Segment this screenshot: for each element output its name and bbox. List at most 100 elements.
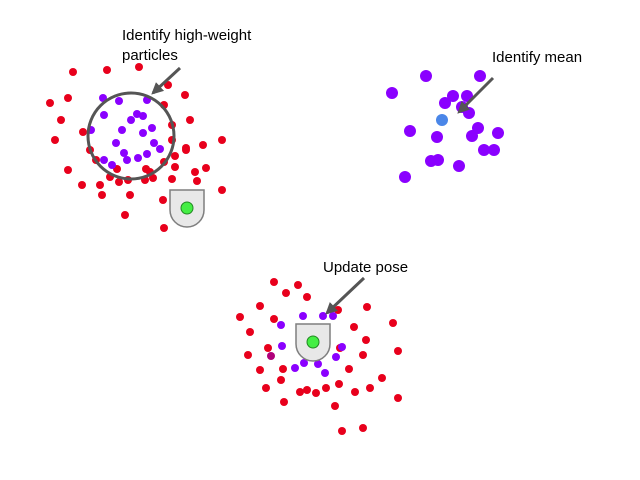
low-weight-particle xyxy=(270,278,278,286)
high-weight-particle xyxy=(139,129,147,137)
high-weight-particle xyxy=(447,90,459,102)
high-weight-particle xyxy=(386,87,398,99)
pointer-arrow xyxy=(151,66,182,95)
high-weight-particle xyxy=(432,154,444,166)
low-weight-particle xyxy=(246,328,254,336)
low-weight-particle xyxy=(280,398,288,406)
low-weight-particle xyxy=(389,319,397,327)
high-weight-particle xyxy=(277,321,285,329)
low-weight-particle xyxy=(218,136,226,144)
low-weight-particle xyxy=(362,336,370,344)
low-weight-particle xyxy=(338,427,346,435)
low-weight-particle xyxy=(394,394,402,402)
high-weight-particle xyxy=(420,70,432,82)
low-weight-particle xyxy=(57,116,65,124)
low-weight-particle xyxy=(331,402,339,410)
high-weight-particle xyxy=(332,353,340,361)
panel-identify-mean: Identify mean xyxy=(386,49,582,183)
low-weight-particle xyxy=(256,302,264,310)
high-weight-particle xyxy=(127,116,135,124)
high-weight-particle xyxy=(156,145,164,153)
low-weight-particle xyxy=(363,303,371,311)
panel-identify-particles: Identify high-weight particles xyxy=(46,27,252,232)
low-weight-particle xyxy=(103,66,111,74)
low-weight-particle xyxy=(46,99,54,107)
low-weight-particle xyxy=(64,166,72,174)
update-pose-label: Update pose xyxy=(323,259,408,276)
high-weight-particle xyxy=(321,369,329,377)
high-weight-particle xyxy=(404,125,416,137)
low-weight-particle xyxy=(322,384,330,392)
low-weight-particle xyxy=(264,344,272,352)
low-weight-particle xyxy=(69,68,77,76)
high-weight-particle xyxy=(314,360,322,368)
low-weight-particle xyxy=(350,323,358,331)
low-weight-particle xyxy=(359,424,367,432)
low-weight-particle xyxy=(199,141,207,149)
low-weight-particle xyxy=(282,289,290,297)
low-weight-particle xyxy=(171,163,179,171)
high-weight-particles xyxy=(87,94,164,169)
low-weight-particle xyxy=(270,315,278,323)
low-weight-particle xyxy=(121,211,129,219)
low-weight-particle xyxy=(296,388,304,396)
mid-weight-particle xyxy=(267,352,275,360)
low-weight-particle xyxy=(335,380,343,388)
low-weight-particle xyxy=(79,128,87,136)
pointer-arrow xyxy=(325,276,366,315)
panel-update-pose: Update pose xyxy=(236,259,408,435)
mean-marker xyxy=(436,114,448,126)
high-weight-particle xyxy=(115,97,123,105)
robot-icon xyxy=(295,323,331,362)
identify-particles-label-line2: particles xyxy=(122,47,178,64)
low-weight-particle xyxy=(159,196,167,204)
low-weight-particle xyxy=(366,384,374,392)
low-weight-particle xyxy=(236,313,244,321)
low-weight-particle xyxy=(394,347,402,355)
high-weight-particle xyxy=(300,359,308,367)
high-weight-particle xyxy=(118,126,126,134)
low-weight-particle xyxy=(218,186,226,194)
low-weight-particle xyxy=(303,293,311,301)
high-weight-particle xyxy=(100,111,108,119)
high-weight-particle xyxy=(291,364,299,372)
low-weight-particle xyxy=(182,146,190,154)
low-weight-particle xyxy=(186,116,194,124)
high-weight-particle xyxy=(108,161,116,169)
high-weight-particle xyxy=(143,150,151,158)
low-weight-particle xyxy=(171,152,179,160)
low-weight-particle xyxy=(312,389,320,397)
high-weight-particle xyxy=(453,160,465,172)
high-weight-particle xyxy=(139,112,147,120)
pointer-arrow xyxy=(457,76,495,114)
high-weight-particle xyxy=(150,139,158,147)
low-weight-particle xyxy=(191,168,199,176)
low-weight-particle xyxy=(256,366,264,374)
low-weight-particle xyxy=(126,191,134,199)
low-weight-particle xyxy=(277,376,285,384)
high-weight-particle xyxy=(123,156,131,164)
low-weight-particle xyxy=(193,177,201,185)
low-weight-particle xyxy=(168,175,176,183)
low-weight-particle xyxy=(303,386,311,394)
low-weight-particle xyxy=(351,388,359,396)
high-weight-particle xyxy=(488,144,500,156)
low-weight-particle xyxy=(294,281,302,289)
high-weight-particle xyxy=(278,342,286,350)
high-weight-particles xyxy=(386,70,504,183)
low-weight-particle xyxy=(98,191,106,199)
high-weight-particle xyxy=(492,127,504,139)
selection-circle xyxy=(86,91,176,181)
high-weight-particle xyxy=(319,312,327,320)
low-weight-particle xyxy=(64,94,72,102)
identify-mean-label: Identify mean xyxy=(492,49,582,66)
low-weight-particle xyxy=(142,165,150,173)
low-weight-particle xyxy=(135,63,143,71)
low-weight-particle xyxy=(378,374,386,382)
low-weight-particle xyxy=(96,181,104,189)
high-weight-particle xyxy=(439,97,451,109)
high-weight-particle xyxy=(463,107,475,119)
high-weight-particle xyxy=(431,131,443,143)
low-weight-particle xyxy=(160,224,168,232)
low-weight-particle xyxy=(345,365,353,373)
